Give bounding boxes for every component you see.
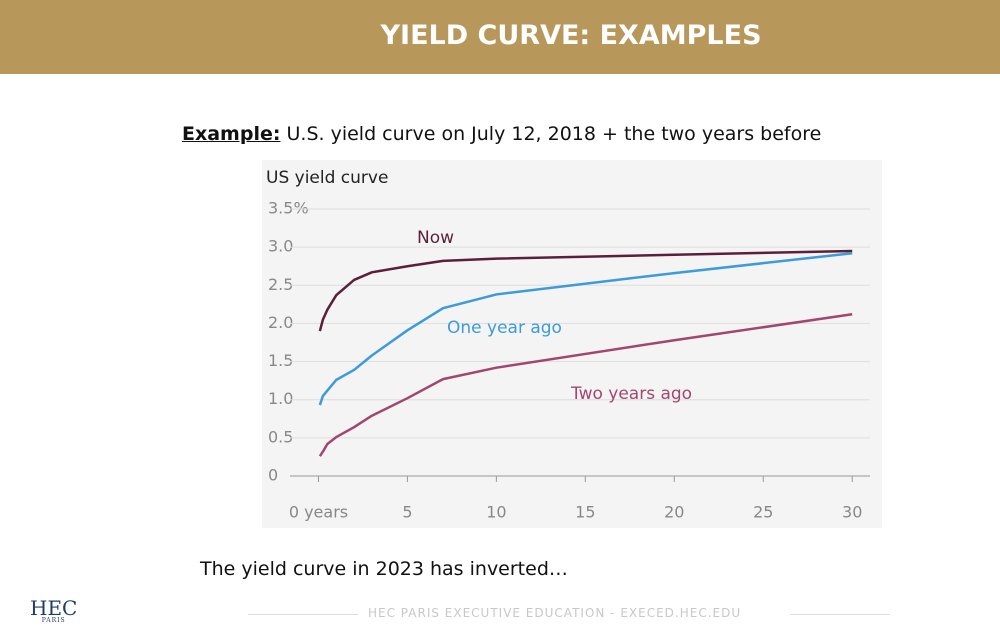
x-tick-label: 10 xyxy=(486,503,506,522)
y-tick-label: 0 xyxy=(268,466,278,485)
logo: HEC PARIS xyxy=(30,598,77,624)
header: YIELD CURVE: EXAMPLES xyxy=(0,0,1000,74)
y-tick-label: 3.0 xyxy=(268,237,293,256)
y-tick-label: 0.5 xyxy=(268,427,293,446)
y-tick-label: 1.0 xyxy=(268,389,293,408)
chart-title: US yield curve xyxy=(266,168,388,188)
chart-background xyxy=(262,160,882,528)
x-tick-label: 15 xyxy=(575,503,595,522)
example-text: U.S. yield curve on July 12, 2018 + the … xyxy=(286,123,822,145)
y-tick-label: 3.5% xyxy=(268,199,309,218)
y-tick-label: 2.5 xyxy=(268,275,293,294)
example: Example: U.S. yield curve on July 12, 20… xyxy=(182,123,821,145)
y-tick-label: 1.5 xyxy=(268,351,293,370)
footer: HEC PARIS EXECUTIVE EDUCATION - EXECED.H… xyxy=(368,606,742,620)
series-label: One year ago xyxy=(447,318,562,338)
series-line xyxy=(318,249,853,332)
x-tick-label: 5 xyxy=(402,503,412,522)
example-label: Example: xyxy=(182,123,281,145)
x-tick-label: 0 years xyxy=(289,503,348,522)
series-line xyxy=(318,313,853,457)
slide-title: YIELD CURVE: EXAMPLES xyxy=(380,20,762,51)
series-line xyxy=(318,252,853,406)
logo-text: HEC xyxy=(30,596,78,620)
note: The yield curve in 2023 has inverted… xyxy=(200,558,568,580)
logo-sub: PARIS xyxy=(41,617,66,624)
footer-rule xyxy=(248,614,358,615)
footer-rule xyxy=(790,614,890,615)
series-label: Now xyxy=(417,228,454,248)
x-tick-label: 25 xyxy=(753,503,773,522)
series-label: Two years ago xyxy=(570,384,692,404)
x-tick-label: 30 xyxy=(842,503,862,522)
y-tick-label: 2.0 xyxy=(268,313,293,332)
x-tick-label: 20 xyxy=(664,503,684,522)
